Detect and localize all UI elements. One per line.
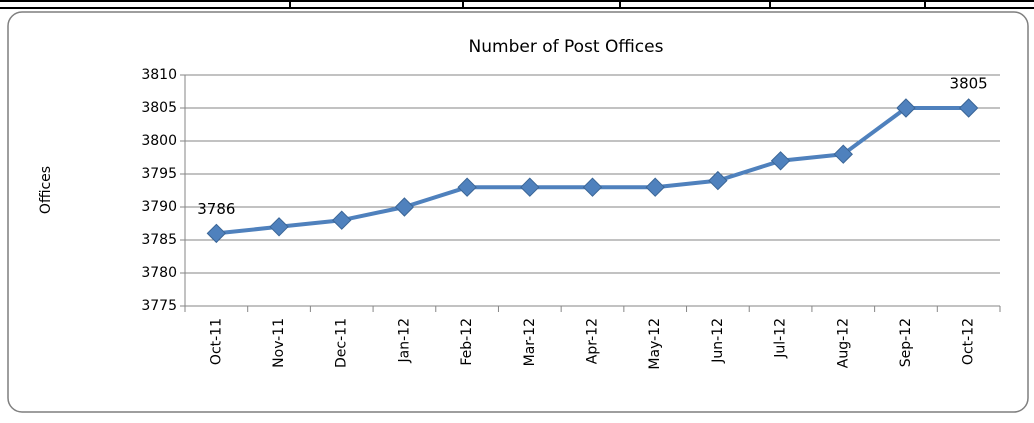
x-tick-label: Apr-12 [585,318,601,364]
data-point [269,217,289,237]
data-label: 3786 [197,200,235,218]
chart-frame [7,11,1029,413]
x-tick-label: Jun-12 [710,318,726,364]
x-tick-label: Jan-12 [396,318,412,363]
x-tick-label: Oct-12 [961,318,977,365]
data-point [896,98,916,118]
data-point [582,177,603,197]
table-strip [0,0,1034,9]
data-label: 3805 [950,75,988,93]
data-point [332,210,352,230]
y-tick-label: 3805 [141,100,177,116]
x-tick-label: Mar-12 [522,318,538,366]
y-tick-label: 3785 [141,232,177,248]
chart-title: Number of Post Offices [469,37,664,57]
x-tick-label: Aug-12 [835,318,851,368]
x-tick-label: May-12 [647,318,663,370]
data-point [645,177,665,197]
data-point [206,223,227,244]
data-point [520,177,540,197]
y-tick-label: 3780 [141,265,177,281]
data-point [457,177,477,197]
x-tick-label: Feb-12 [459,318,475,366]
x-tick-label: Dec-11 [334,318,350,368]
y-tick-label: 3800 [141,133,177,149]
y-tick-label: 3795 [141,166,177,182]
x-tick-label: Jul-12 [773,318,789,359]
data-point [958,98,979,118]
y-tick-label: 3775 [141,298,177,314]
x-tick-label: Nov-11 [271,318,287,368]
x-tick-label: Sep-12 [898,318,914,367]
x-tick-label: Oct-11 [208,318,224,365]
data-point [708,170,728,191]
y-axis-title: Offices [38,166,54,214]
y-tick-label: 3810 [141,67,177,83]
y-tick-label: 3790 [141,199,177,215]
data-point [833,144,853,164]
data-point [394,197,415,217]
data-point [770,151,791,171]
